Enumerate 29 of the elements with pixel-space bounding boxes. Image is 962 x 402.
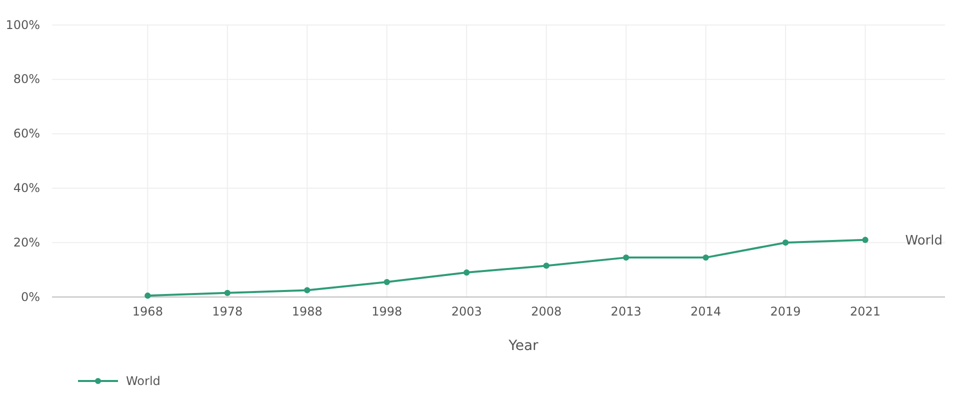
y-tick-label: 60%: [13, 126, 40, 141]
y-tick-label: 40%: [13, 181, 40, 196]
x-tick-label: 2021: [850, 304, 881, 319]
x-tick-label: 1988: [292, 304, 322, 319]
point: [464, 269, 470, 276]
x-tick-label: 1998: [372, 304, 402, 319]
x-tick-label: 1968: [132, 304, 163, 319]
y-tick-label: 20%: [13, 235, 40, 250]
text: World: [905, 233, 943, 248]
x-tick-label: 2003: [451, 304, 482, 319]
point: [782, 240, 789, 246]
x-tick-label: 2013: [610, 304, 642, 319]
x-tick-label: 2014: [690, 304, 722, 319]
point: [144, 292, 151, 299]
point: [224, 290, 230, 296]
point: [702, 254, 709, 261]
x-tick-label: 1978: [212, 304, 243, 319]
point: [304, 287, 310, 294]
x-axis-title: Year: [508, 338, 539, 354]
point: [543, 262, 550, 269]
x-tick-label: 2008: [531, 304, 562, 319]
y-tick-label: 0%: [20, 290, 40, 304]
y-tick-label: 80%: [13, 72, 40, 86]
legend-label: World: [126, 374, 160, 388]
point: [622, 254, 630, 261]
point: [862, 236, 868, 243]
point: [384, 278, 390, 286]
y-tick-label: 100%: [6, 18, 40, 32]
x-tick-label: 2019: [770, 304, 801, 319]
